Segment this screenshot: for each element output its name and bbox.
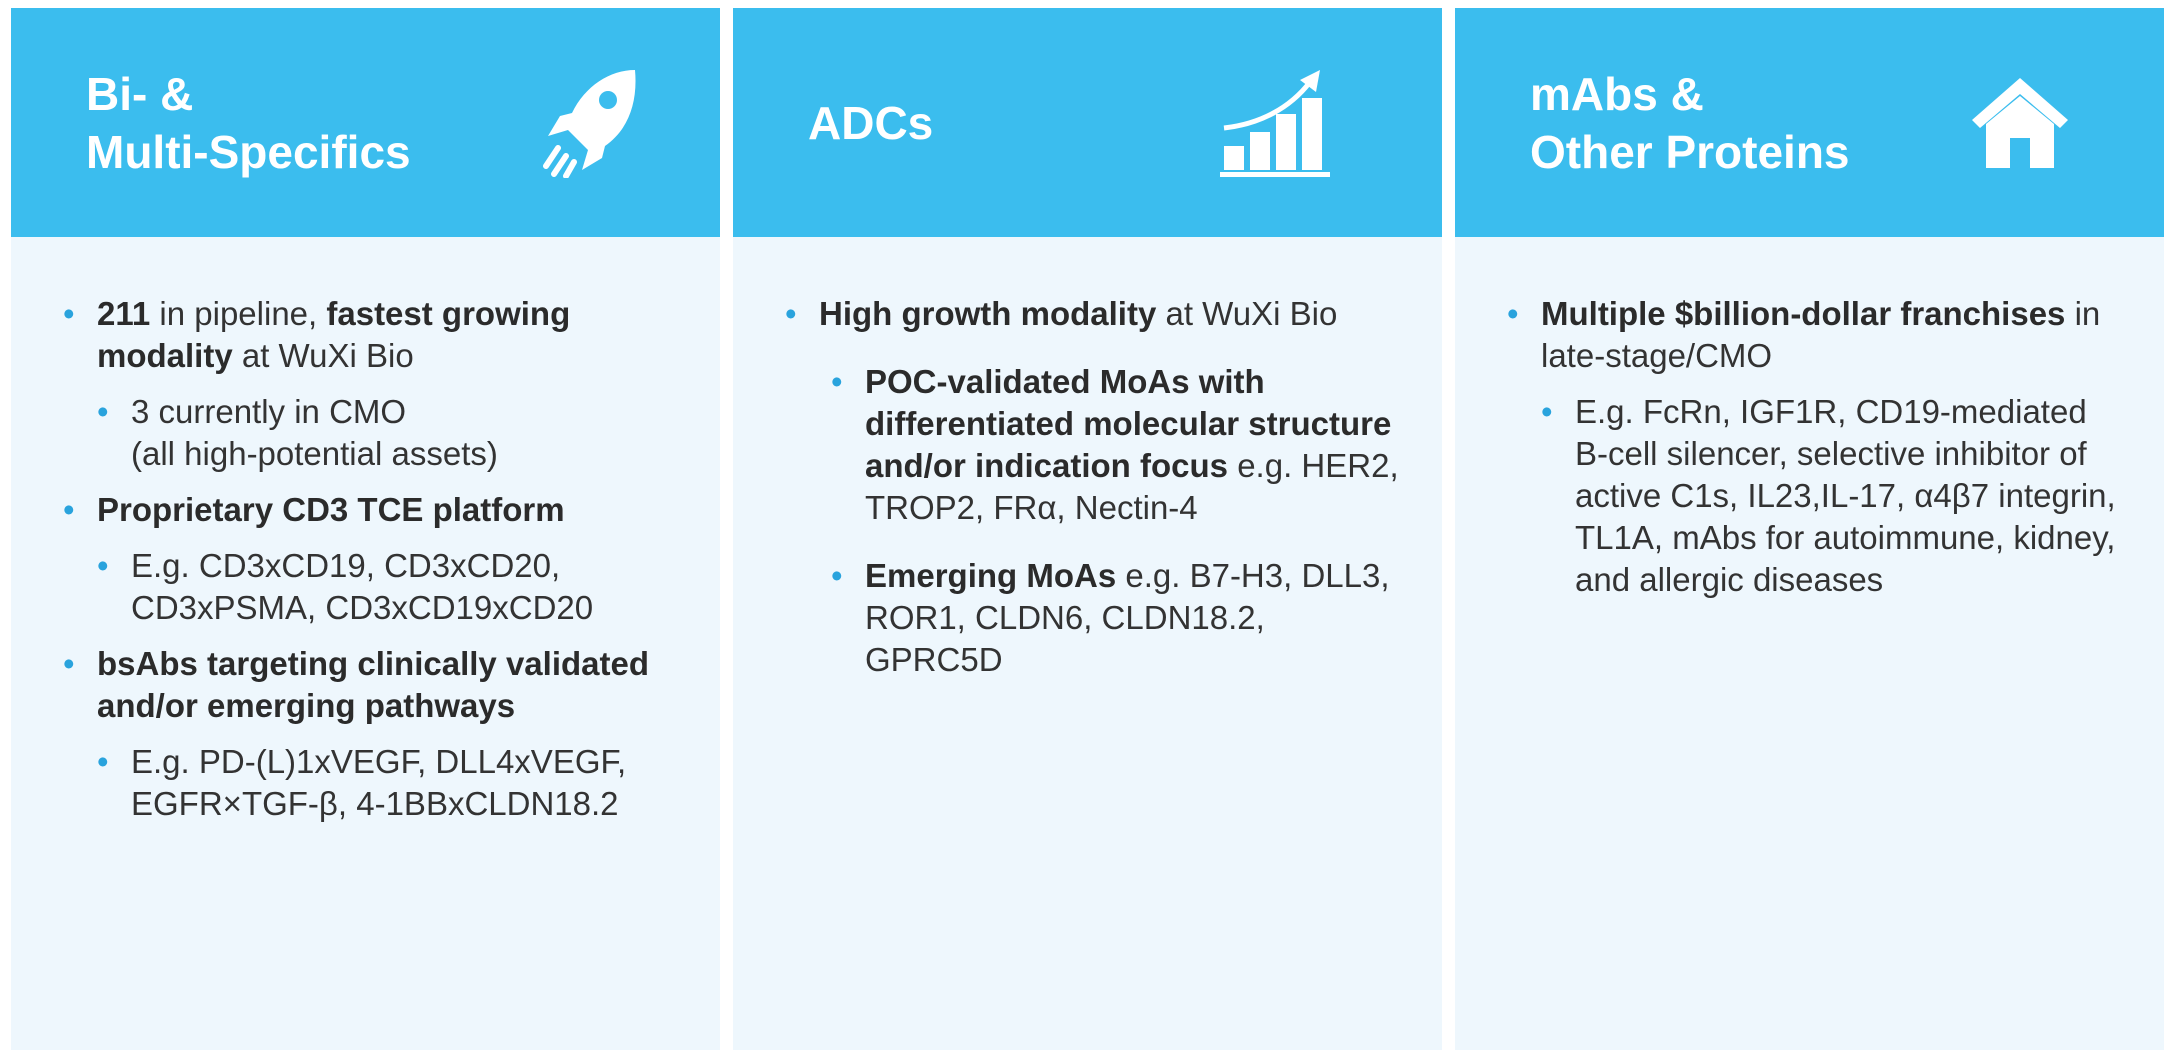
columns: Bi- &Multi-Specifics 211 in pipeline, fas… xyxy=(11,8,2164,1050)
text: E.g. CD3xCD19, CD3xCD20, CD3xPSMA, CD3xC… xyxy=(131,547,594,626)
column: mAbs &Other Proteins Multiple $billion-do… xyxy=(1455,8,2164,1050)
header-title: mAbs & xyxy=(1530,67,1704,120)
text: E.g. FcRn, IGF1R, CD19-mediated B-cell s… xyxy=(1575,393,2116,598)
bold-text: High growth modality xyxy=(819,295,1157,332)
column-body: 211 in pipeline, fastest growing modalit… xyxy=(11,237,720,839)
header-title: Multi-Specifics xyxy=(86,125,411,178)
text: in pipeline, xyxy=(150,295,327,332)
bullet-item: bsAbs targeting clinically validated and… xyxy=(63,643,680,727)
bullet-item: High growth modality at WuXi Bio xyxy=(785,293,1402,335)
text: at WuXi Bio xyxy=(1156,295,1338,332)
header-title: Bi- & xyxy=(86,67,194,120)
bold-text: Proprietary CD3 TCE platform xyxy=(97,491,565,528)
bullet-item: 3 currently in CMO (all high-potential as… xyxy=(97,391,680,475)
bold-text: fastest growing modality xyxy=(97,295,571,374)
column-header: mAbs & Other Proteins xyxy=(1455,8,2164,237)
text: e.g. HER2, TROP2, FRα, Nectin-4 xyxy=(865,447,1399,526)
bold-text: 211 xyxy=(97,295,151,332)
column-body: Multiple $billion-dollar franchises in l… xyxy=(1455,237,2164,615)
bullet-item: Proprietary CD3 TCE platform xyxy=(63,489,680,531)
header-title: Other Proteins xyxy=(1530,125,1850,178)
column: ADCs High growth modality at WuXi Bio POC-… xyxy=(733,8,1442,1050)
rocket-icon xyxy=(543,70,636,178)
bold-text: POC-validated MoAs with differentiated m… xyxy=(865,363,1392,484)
text: in late-stage/CMO xyxy=(1541,295,2101,374)
text: (all high-potential assets) xyxy=(131,435,498,472)
bullet-item: Multiple $billion-dollar franchises in l… xyxy=(1507,293,2124,377)
bullet-item: Emerging MoAs e.g. B7-H3, DLL3, ROR1, CL… xyxy=(831,555,1402,681)
text: 3 currently in CMO xyxy=(131,393,407,430)
bullet-item: E.g. PD-(L)1xVEGF, DLL4xVEGF, EGFR×TGF-β… xyxy=(97,741,680,825)
house-icon xyxy=(1972,78,2068,168)
bullet-item: POC-validated MoAs with differentiated m… xyxy=(831,361,1402,529)
column-body: High growth modality at WuXi Bio POC-vali… xyxy=(733,237,1442,695)
bullet-item: E.g. CD3xCD19, CD3xCD20, CD3xPSMA, CD3xC… xyxy=(97,545,680,629)
text: E.g. PD-(L)1xVEGF, DLL4xVEGF, EGFR×TGF-β… xyxy=(131,743,627,822)
header-title: ADCs xyxy=(808,96,934,149)
text: at WuXi Bio xyxy=(232,337,414,374)
text: e.g. B7-H3, DLL3, ROR1, CLDN6, CLDN18.2,… xyxy=(865,557,1390,678)
bold-text: Emerging MoAs xyxy=(865,557,1117,594)
bold-text: bsAbs targeting clinically validated and… xyxy=(97,645,649,724)
bold-text: Multiple $billion-dollar franchises xyxy=(1541,295,2066,332)
bullet-item: 211 in pipeline, fastest growing modalit… xyxy=(63,293,680,377)
bullet-item: E.g. FcRn, IGF1R, CD19-mediated B-cell s… xyxy=(1541,391,2124,601)
chart-icon xyxy=(1220,70,1330,177)
column-header: ADCs xyxy=(733,8,1442,237)
